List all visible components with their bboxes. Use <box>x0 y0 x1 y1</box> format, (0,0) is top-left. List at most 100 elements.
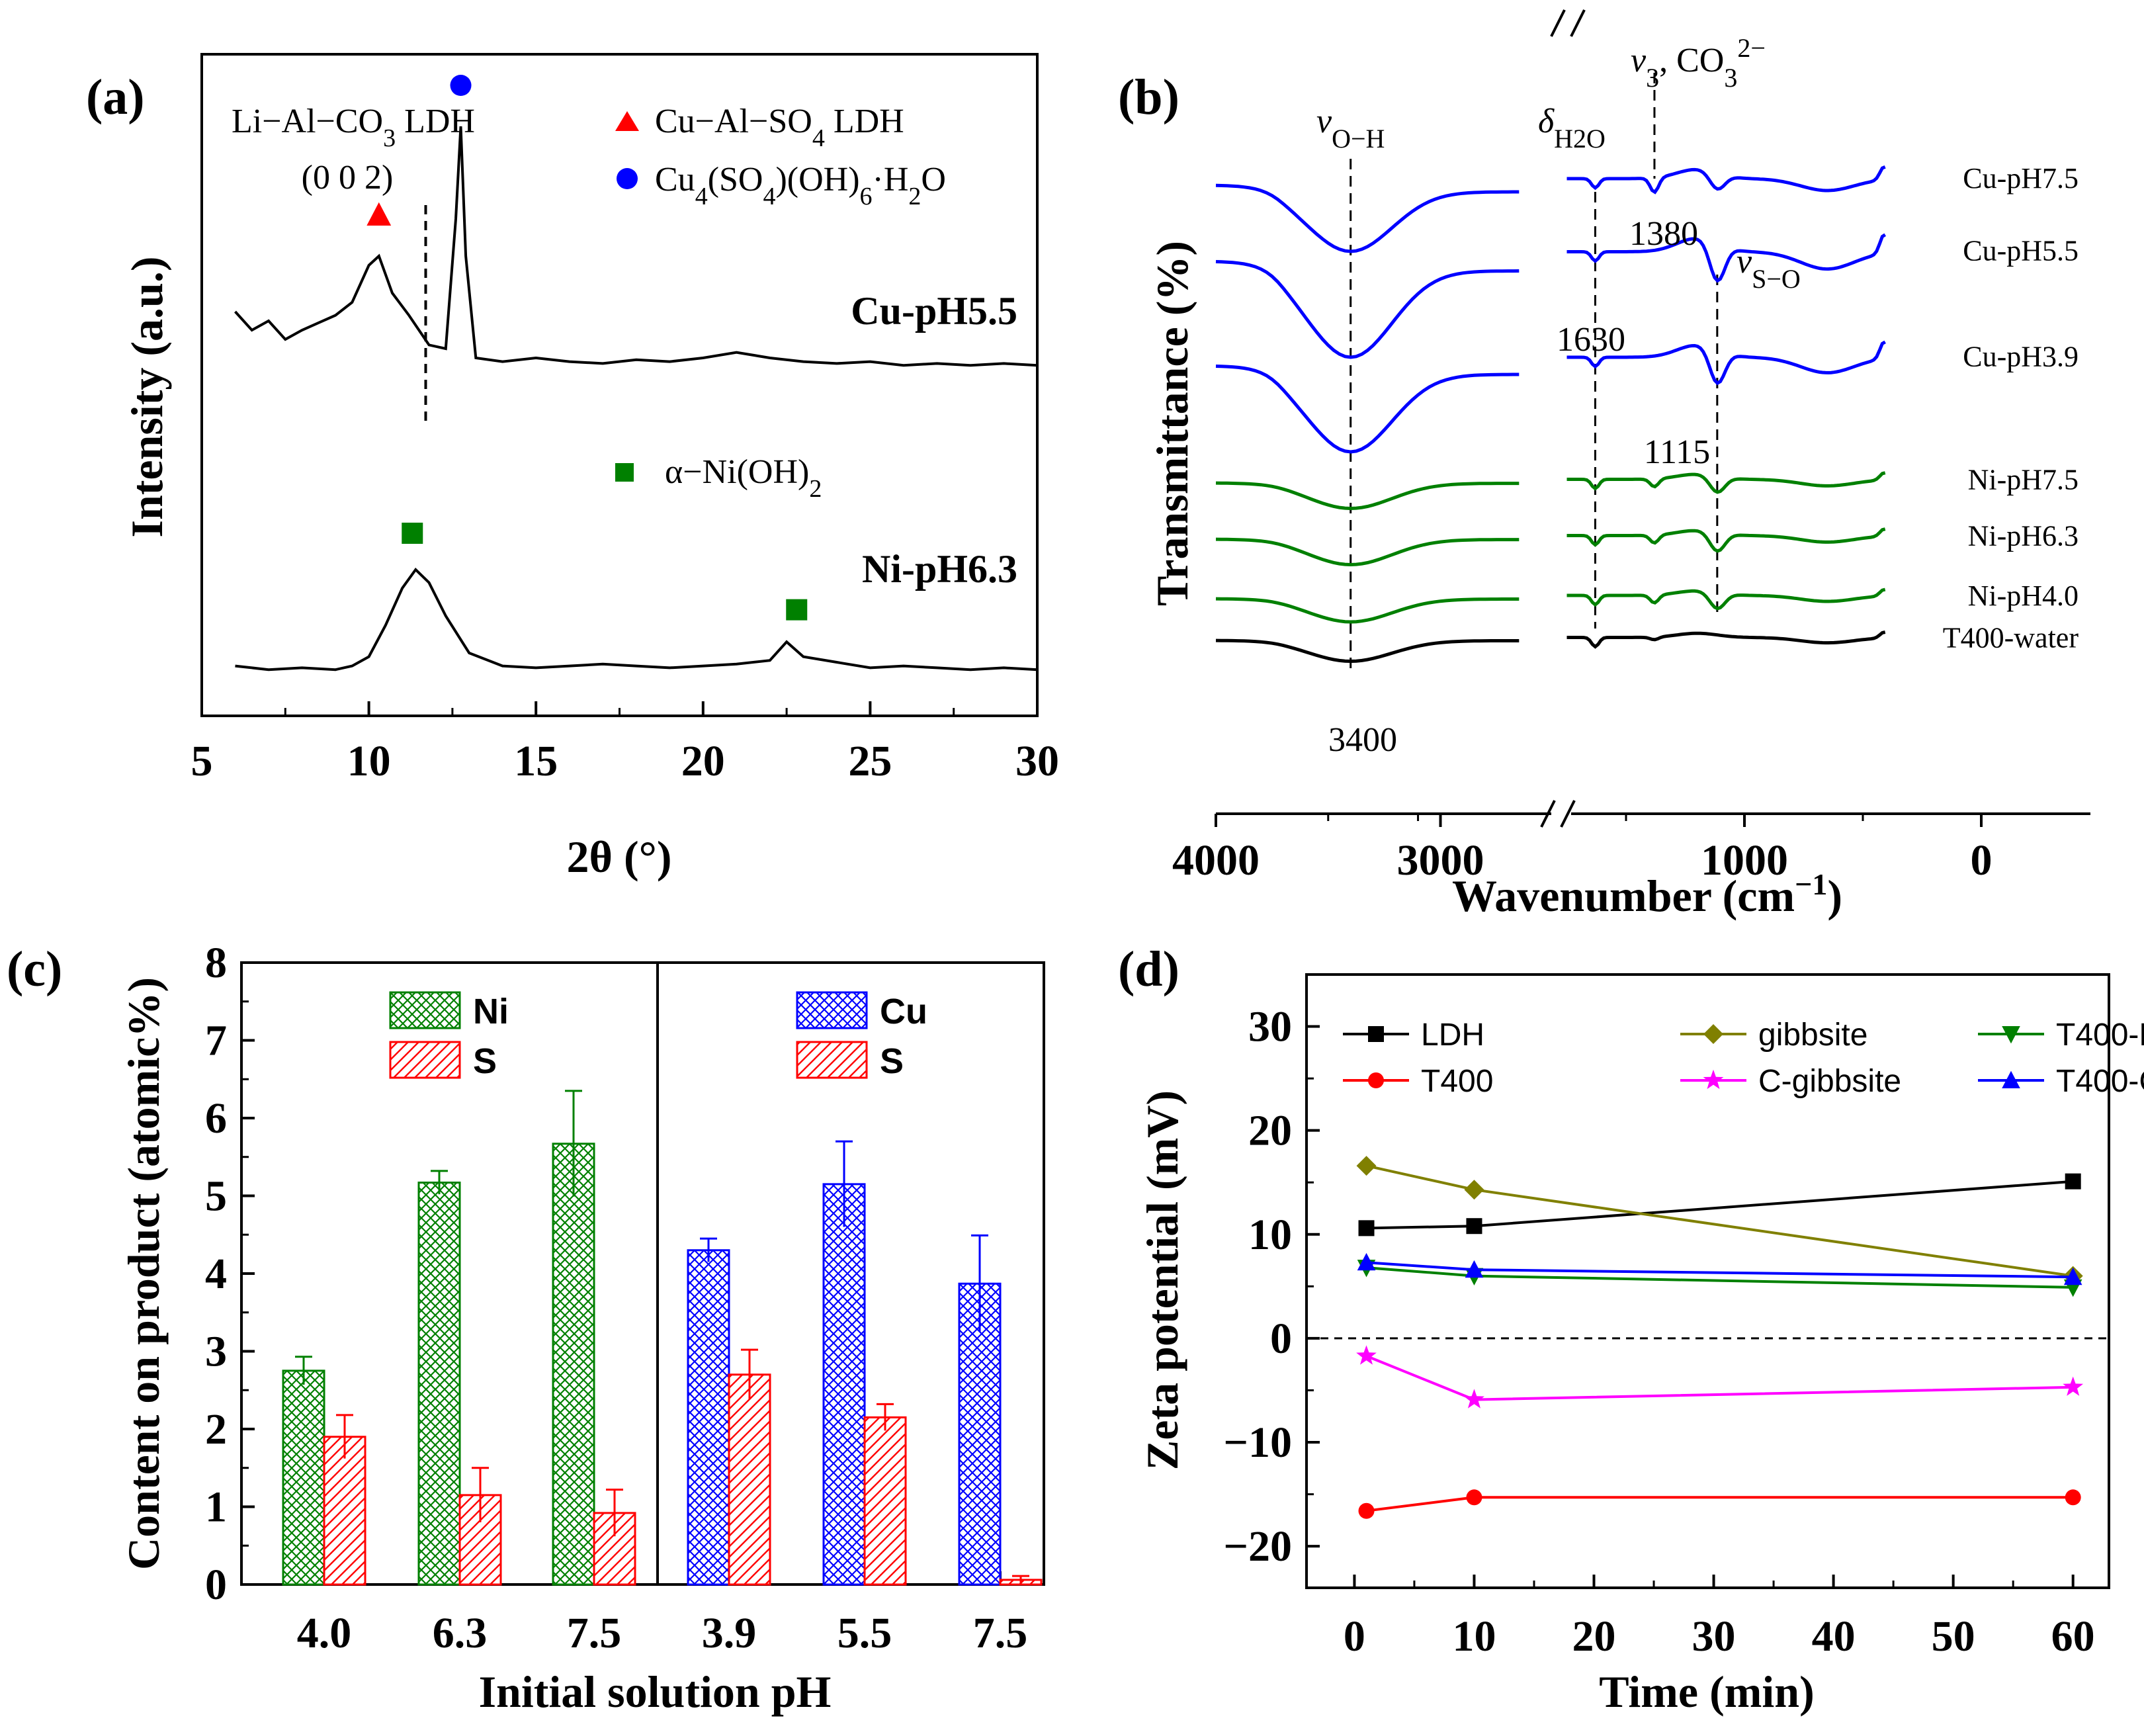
xrd-curve-cu-ph5-5 <box>234 126 1038 367</box>
band-label-h2o: δH2O <box>1538 103 1606 153</box>
ftir-curve-ni-ph4-0 <box>1215 587 1886 624</box>
ftir-curve-cu-ph3-9 <box>1215 340 1886 454</box>
bar-ni-6-3 <box>417 1182 461 1586</box>
bar-s-cu-5-5 <box>863 1416 907 1586</box>
point-t400 <box>2065 1489 2081 1506</box>
ldh-annotation-name: Li−Al−CO3 LDH <box>232 103 475 152</box>
panel-b-xlabel: Wavenumber (cm−1) <box>1452 867 1842 922</box>
top-break-mark <box>1550 9 1566 37</box>
y-tick-label: 2 <box>205 1405 227 1454</box>
legend-triangle-marker <box>615 111 639 131</box>
series-label-ni-ph4-0: Ni-pH4.0 <box>1968 580 2079 612</box>
panel-b-label: (b) <box>1118 69 1179 125</box>
point-c-gibbsite <box>1464 1389 1484 1409</box>
band-label-o-h: νO−H <box>1316 103 1385 153</box>
x-tick-label: 30 <box>1015 737 1059 785</box>
legend-label-ldh: LDH <box>1421 1018 1484 1053</box>
panel-d-xlabel: Time (min) <box>1599 1667 1815 1717</box>
y-tick-label: 5 <box>205 1172 227 1221</box>
legend-ni-label: Ni <box>473 992 509 1031</box>
bar-s-cu-3-9 <box>728 1373 771 1586</box>
y-tick-label: 8 <box>205 939 227 987</box>
y-tick-label: 3 <box>205 1328 227 1376</box>
y-tick-label: 7 <box>205 1017 227 1065</box>
legend-s-swatch <box>796 1041 868 1079</box>
x-tick-label: 40 <box>1812 1612 1856 1661</box>
bar-ni-7-5 <box>552 1143 595 1586</box>
y-tick-label: 20 <box>1248 1107 1292 1155</box>
panel-c-bar-chart: (c) 0 1 2 3 4 5 6 7 8 4.0 6.3 7.5 3.9 5.5 7.5 Initial … <box>7 939 1045 1717</box>
legend-marker-t400-ni <box>2002 1026 2020 1044</box>
x-tick-label: 0 <box>1971 836 1993 885</box>
x-tick-label: 7.5 <box>567 1609 622 1657</box>
x-tick-label: 4000 <box>1172 836 1260 885</box>
series-label-cu-ph5-5: Cu-pH5.5 <box>851 289 1017 333</box>
band-position-3400: 3400 <box>1328 721 1397 759</box>
series-label-ni-ph6-3: Ni-pH6.3 <box>862 547 1017 591</box>
x-tick-label: 15 <box>514 737 558 785</box>
panel-b-ylabel: Transmittance (%) <box>1147 241 1197 606</box>
bar-s-ni-4-0 <box>323 1436 366 1586</box>
band-position-1115: 1115 <box>1644 433 1710 471</box>
point-gibbsite <box>1464 1180 1484 1200</box>
peak-marker-square <box>402 523 423 544</box>
panel-d-zeta-potential: (d) 0 10 20 30 40 50 60 −20 −10 0 10 20 30 LDH gibbsi… <box>1118 941 2144 1717</box>
legend-circle-marker <box>617 168 638 189</box>
series-label-cu-ph7-5: Cu-pH7.5 <box>1963 162 2079 195</box>
x-tick-label: 7.5 <box>973 1609 1028 1657</box>
panel-d-label: (d) <box>1118 941 1179 997</box>
series-label-cu-ph5-5: Cu-pH5.5 <box>1963 235 2079 267</box>
legend-s-swatch <box>389 1041 461 1079</box>
panel-d-frame <box>1305 973 2110 1589</box>
ftir-curve-cu-ph5-5 <box>1215 233 1887 359</box>
x-tick-label: 5 <box>191 737 213 785</box>
x-tick-label: 60 <box>2051 1612 2095 1661</box>
x-tick-label: 3000 <box>1397 836 1484 885</box>
x-tick-label: 5.5 <box>837 1609 892 1657</box>
series-line-c-gibbsite <box>1365 1354 2073 1401</box>
series-label-ni-ph7-5: Ni-pH7.5 <box>1968 463 2079 496</box>
peak-marker-circle <box>450 75 472 96</box>
ftir-curve-cu-ph7-5 <box>1215 165 1886 253</box>
x-tick-label: 1000 <box>1701 836 1788 885</box>
legend-label-gibbsite: gibbsite <box>1758 1018 1867 1053</box>
point-ldh <box>2065 1173 2081 1190</box>
point-ldh <box>1358 1220 1375 1237</box>
point-c-gibbsite <box>2063 1376 2084 1396</box>
x-axis-break-mark <box>1540 800 1556 828</box>
x-tick-label: 20 <box>1572 1612 1616 1661</box>
series-label-t400-water: T400-water <box>1943 622 2079 654</box>
legend-marker-gibbsite <box>1703 1024 1723 1044</box>
series-label-cu-ph3-9: Cu-pH3.9 <box>1963 340 2079 372</box>
y-tick-label: 30 <box>1248 1003 1292 1051</box>
x-tick-label: 25 <box>848 737 892 785</box>
band-label-s-o: νS−O <box>1737 243 1801 294</box>
ftir-curve-ni-ph7-5 <box>1215 471 1886 511</box>
point-ldh <box>1466 1218 1482 1235</box>
y-tick-label: 0 <box>205 1561 227 1609</box>
x-tick-label: 6.3 <box>433 1609 488 1657</box>
x-tick-label: 10 <box>1452 1612 1496 1661</box>
panel-a-label: (a) <box>86 69 145 125</box>
panel-a-xlabel: 2θ (°) <box>567 832 672 882</box>
legend-cu-swatch <box>796 991 868 1029</box>
panel-c-legend: Ni S Cu S <box>389 991 927 1081</box>
panel-a-xrd: (a) 5 10 15 20 25 30 2θ (°) Intensity (a.u.) … <box>86 53 1059 882</box>
point-t400-cu <box>1465 1260 1484 1278</box>
legend-marker-t400-cu <box>2002 1070 2020 1088</box>
series-label-ni-ph6-3: Ni-pH6.3 <box>1968 519 2079 552</box>
legend-cu-al-so4-ldh: Cu−Al−SO4 LDH <box>655 103 904 152</box>
legend-s-label: S <box>880 1041 904 1081</box>
x-axis-break-mark <box>1560 800 1576 828</box>
band-label-3: ν3, CO32− <box>1631 33 1766 93</box>
panel-c-label: (c) <box>7 941 62 997</box>
panel-c-ylabel: Content on product (atomic%) <box>118 977 169 1570</box>
y-tick-label: 1 <box>205 1483 227 1532</box>
peak-marker-triangle <box>366 202 392 226</box>
x-tick-label: 4.0 <box>297 1609 352 1657</box>
x-tick-label: 3.9 <box>702 1609 757 1657</box>
ftir-curve-t400-water <box>1215 630 1886 664</box>
legend-label-t400-ni: T400-Ni <box>2056 1018 2144 1053</box>
legend-square-marker <box>615 463 634 482</box>
bar-ni-4-0 <box>282 1369 325 1586</box>
